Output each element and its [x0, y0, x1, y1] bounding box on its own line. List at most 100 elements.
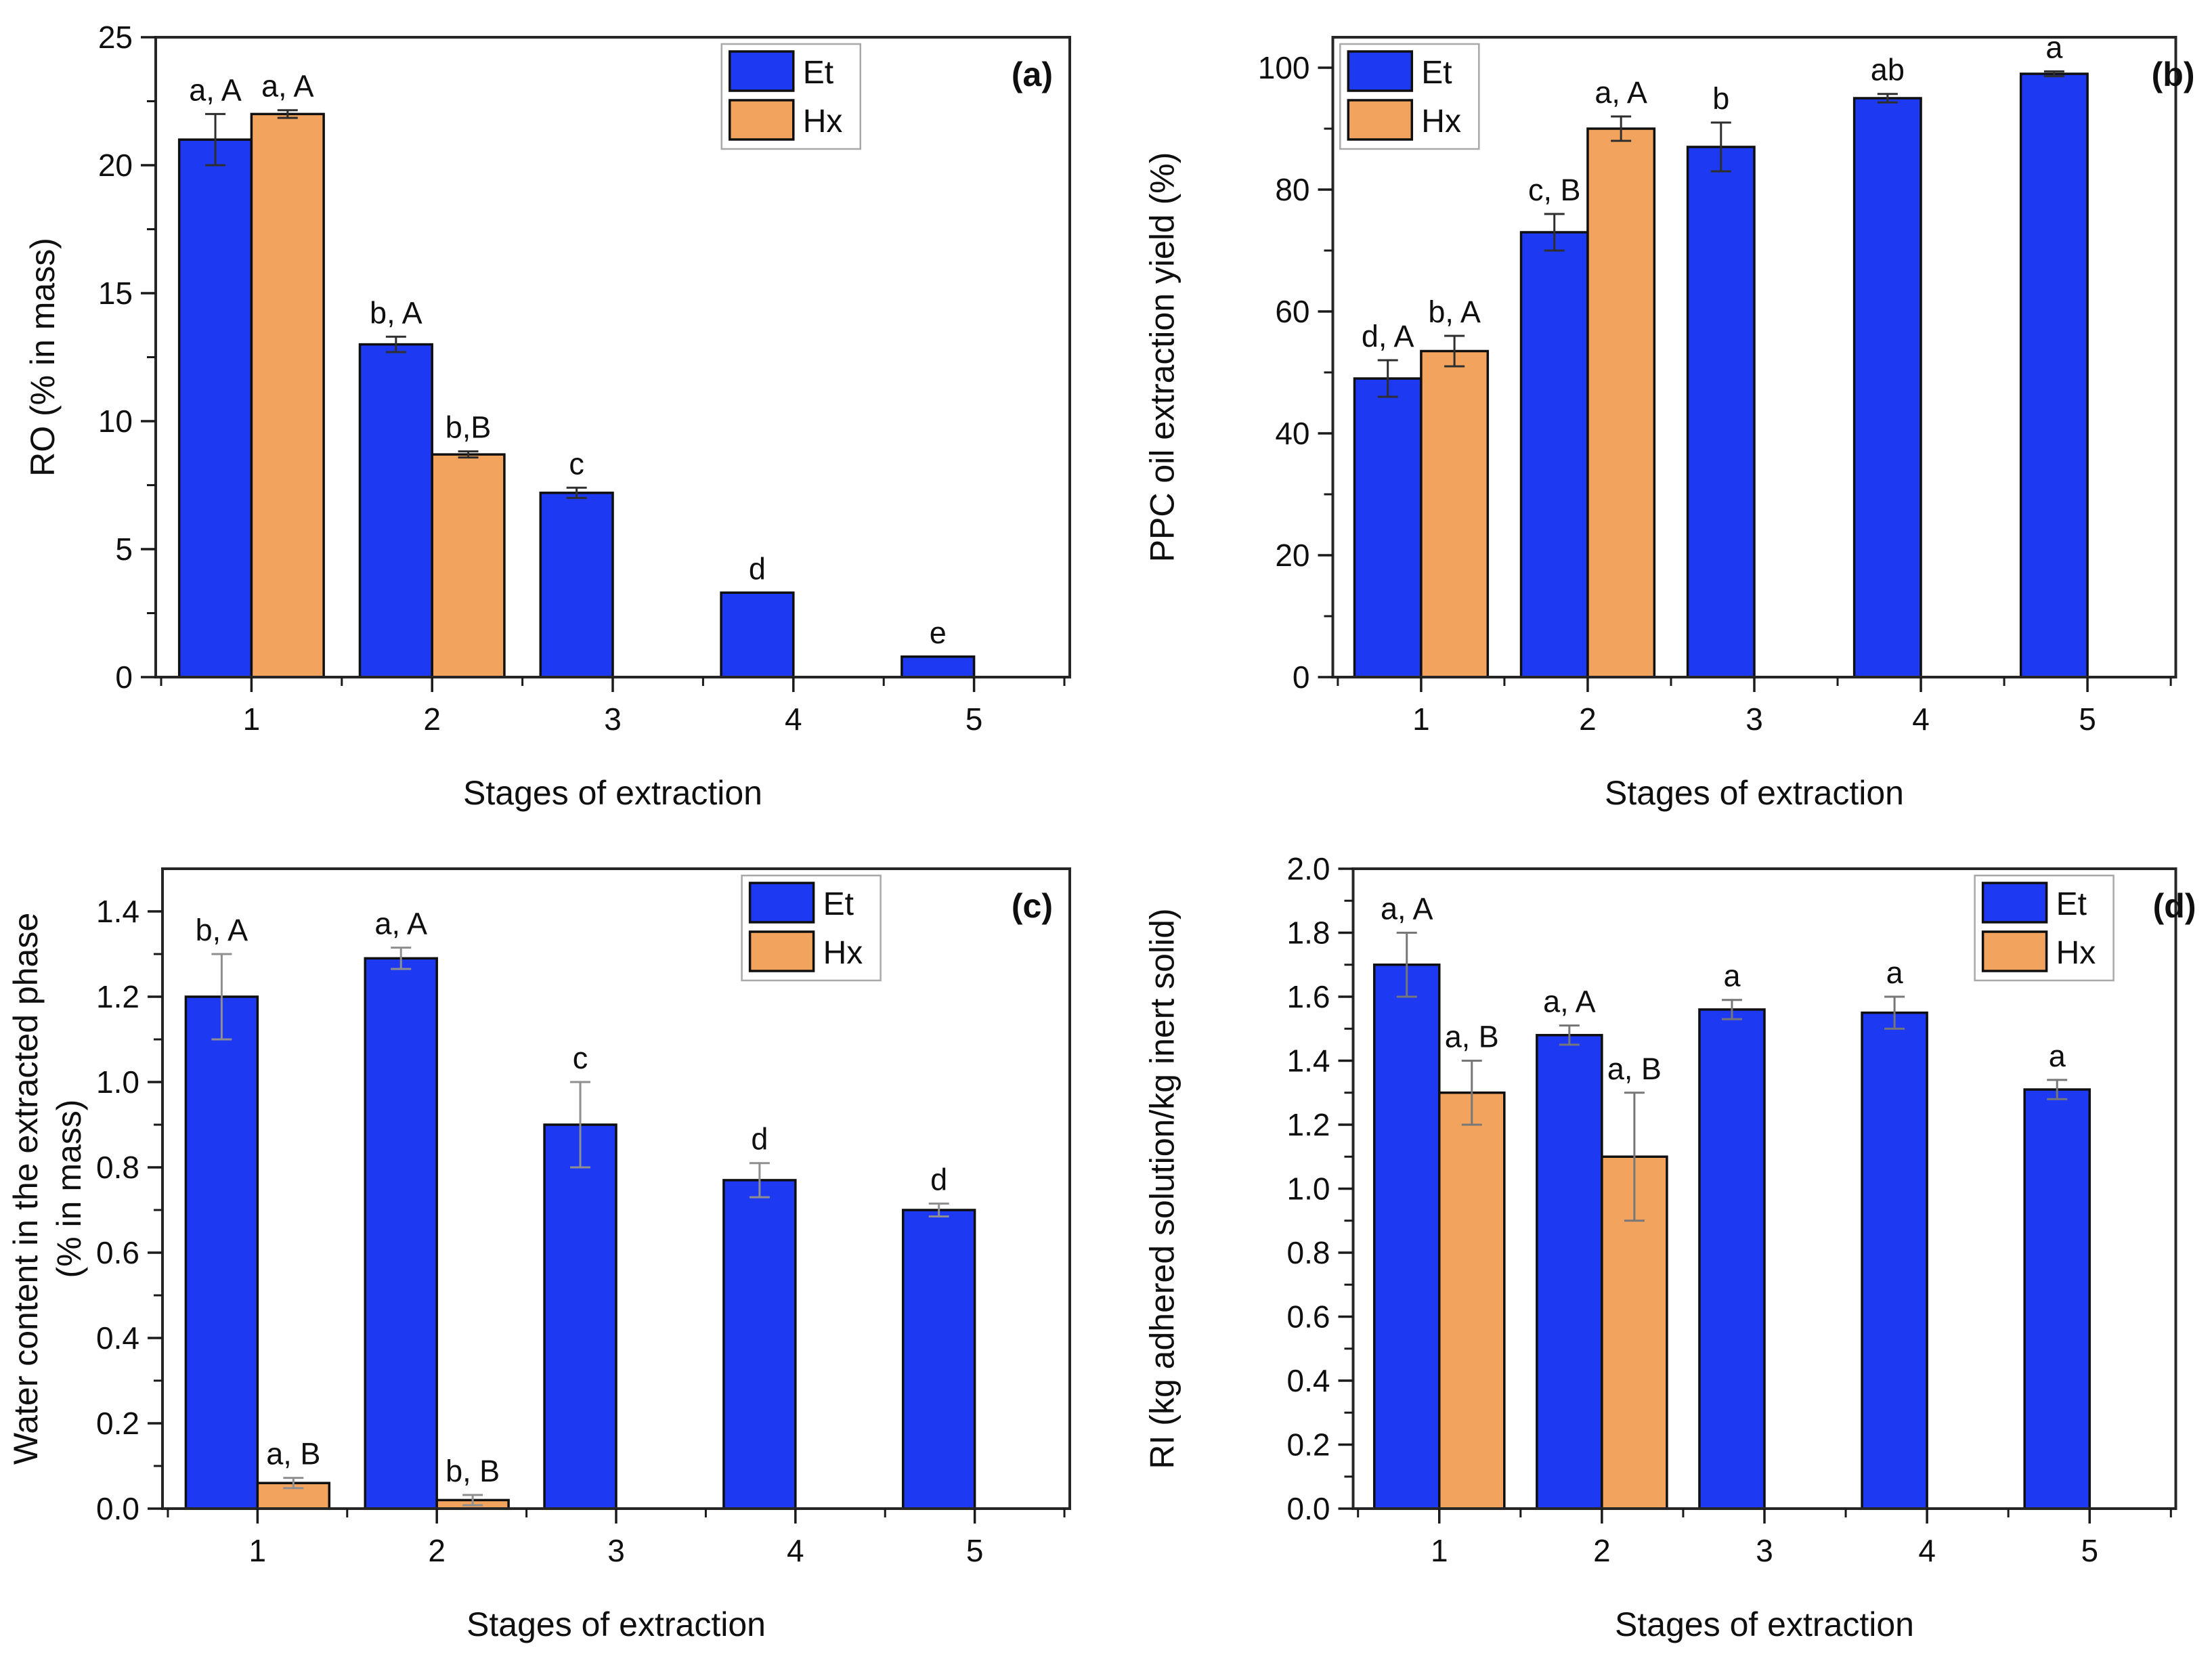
legend-label-hx: Hx: [2056, 935, 2096, 971]
bar-et-stage-1: [1372, 964, 1441, 1510]
bar-et-stage-4: [722, 1179, 797, 1510]
y-tick-label: 0.0: [96, 1491, 139, 1526]
y-tick-label: 10: [98, 404, 133, 439]
legend-swatch-hx: [1981, 930, 2048, 972]
bar-hx-stage-2: [1586, 127, 1656, 678]
significance-label: a: [2045, 30, 2063, 64]
x-tick-label: 2: [423, 701, 441, 737]
y-tick-label: 1.0: [1287, 1171, 1330, 1207]
significance-label: c, B: [1528, 173, 1581, 207]
legend-swatch-et: [729, 50, 795, 92]
significance-label: b,B: [446, 410, 492, 445]
y-tick-label: 0: [115, 660, 133, 695]
y-tick-label: 25: [98, 20, 133, 55]
legend-swatch-hx: [729, 99, 795, 141]
x-tick-label: 3: [1756, 1533, 1773, 1568]
panel-c-chart: b, A a, A c d d a, B b, B 0.0 0.2 0.4 0.6 0.8 1.0 1.2…: [7, 867, 1071, 1643]
legend-label-hx: Hx: [803, 104, 843, 139]
significance-label: b, A: [370, 295, 422, 330]
bar-et-stage-2: [1519, 231, 1589, 678]
panel-b: d, A c, B b ab a b, A a, A 0 20 40 60 80 100 1 2 3 4 5 Sta…: [1106, 0, 2212, 832]
significance-label: a, A: [1381, 892, 1433, 926]
bar-et-stage-3: [1698, 1008, 1766, 1510]
x-tick-label: 2: [428, 1533, 446, 1568]
significance-label: d, A: [1362, 319, 1414, 353]
panel-tag: (d): [2153, 887, 2196, 925]
y-tick-label: 0.8: [96, 1150, 139, 1185]
bar-et-stage-2: [358, 343, 433, 678]
y-tick-label: 60: [1275, 294, 1309, 329]
y-tick-label: 1.4: [1287, 1043, 1330, 1079]
bar-hx-stage-1: [250, 112, 325, 678]
significance-label: a: [1723, 959, 1741, 993]
significance-label: a, A: [1543, 985, 1596, 1019]
significance-label: b, B: [446, 1454, 500, 1488]
significance-label: c: [569, 446, 584, 481]
legend-swatch-hx: [748, 930, 815, 972]
legend-swatch-et: [748, 882, 815, 924]
bar-et-stage-5: [901, 655, 976, 678]
x-tick-label: 3: [607, 1533, 625, 1568]
x-tick-label: 4: [785, 701, 802, 737]
x-tick-label: 2: [1593, 1533, 1611, 1568]
bar-et-stage-1: [184, 995, 259, 1510]
y-axis-label: RO (% in mass): [24, 238, 62, 477]
significance-label: a, A: [189, 72, 242, 107]
bar-et-stage-2: [1536, 1033, 1603, 1510]
y-tick-label: 1.6: [1287, 979, 1330, 1014]
significance-label: a, A: [261, 69, 314, 104]
legend-label-et: Et: [1421, 55, 1452, 91]
panel-d: a, A a, A a a a a, B a, B 0.0 0.2 0.4 0.6 0.8 1.0 1.2…: [1106, 832, 2212, 1663]
significance-label: c: [573, 1041, 588, 1075]
legend-swatch-et: [1347, 50, 1414, 92]
significance-label: a: [1886, 955, 1904, 990]
panel-d-chart: a, A a, A a a a a, B a, B 0.0 0.2 0.4 0.6 0.8 1.0 1.2…: [1144, 851, 2196, 1643]
bar-et-stage-4: [1852, 97, 1922, 678]
y-tick-label: 0.6: [96, 1235, 139, 1270]
y-tick-label: 0: [1293, 660, 1310, 695]
legend-label-et: Et: [803, 55, 833, 91]
y-tick-label: 100: [1258, 50, 1310, 85]
bar-et-stage-5: [2019, 72, 2089, 678]
bar-et-stage-1: [177, 138, 253, 678]
y-tick-label: 1.8: [1287, 915, 1330, 951]
bar-et-stage-3: [1686, 146, 1756, 678]
y-tick-label: 2.0: [1287, 851, 1330, 886]
y-tick-label: 15: [98, 276, 133, 311]
y-tick-label: 0.0: [1287, 1491, 1330, 1526]
y-tick-label: 0.2: [96, 1406, 139, 1441]
bar-et-stage-4: [1861, 1011, 1928, 1510]
panel-a: a, A b, A c d e a, A b,B 0 5 10 15 20 25 1 2 3 4 5 Stages …: [0, 0, 1106, 832]
significance-label: a, B: [1445, 1020, 1499, 1054]
bar-hx-stage-2: [431, 453, 506, 678]
x-tick-label: 1: [243, 701, 261, 737]
y-tick-label: 5: [115, 532, 133, 567]
x-tick-label: 5: [966, 1533, 984, 1568]
x-tick-label: 1: [1431, 1533, 1448, 1568]
y-tick-label: 1.4: [96, 894, 139, 929]
x-axis-label: Stages of extraction: [463, 774, 762, 812]
panel-a-chart: a, A b, A c d e a, A b,B 0 5 10 15 20 25 1 2 3 4 5 Stages …: [24, 20, 1071, 812]
panel-tag: (b): [2152, 56, 2195, 93]
significance-label: d: [749, 551, 766, 586]
y-axis-label: RI (kg adhered solution/kg inert solid): [1144, 908, 1181, 1469]
x-tick-label: 4: [1912, 701, 1930, 737]
x-tick-label: 4: [787, 1533, 804, 1568]
y-axis-label: PPC oil extraction yield (%): [1144, 152, 1181, 563]
y-tick-label: 1.2: [96, 979, 139, 1014]
panel-b-chart: d, A c, B b ab a b, A a, A 0 20 40 60 80 100 1 2 3 4 5 Sta…: [1144, 30, 2195, 812]
y-tick-label: 0.6: [1287, 1299, 1330, 1335]
bar-et-stage-5: [901, 1209, 976, 1510]
x-tick-label: 2: [1579, 701, 1597, 737]
legend-swatch-hx: [1347, 99, 1414, 141]
x-axis-label: Stages of extraction: [1615, 1605, 1914, 1643]
significance-label: b: [1712, 81, 1729, 116]
legend-label-hx: Hx: [1421, 104, 1461, 139]
x-tick-label: 5: [2081, 1533, 2098, 1568]
x-axis-label: Stages of extraction: [1605, 774, 1904, 812]
significance-label: a, B: [1607, 1052, 1662, 1086]
significance-label: b, A: [1428, 295, 1481, 329]
significance-label: e: [930, 615, 947, 650]
significance-label: a: [2049, 1039, 2066, 1073]
